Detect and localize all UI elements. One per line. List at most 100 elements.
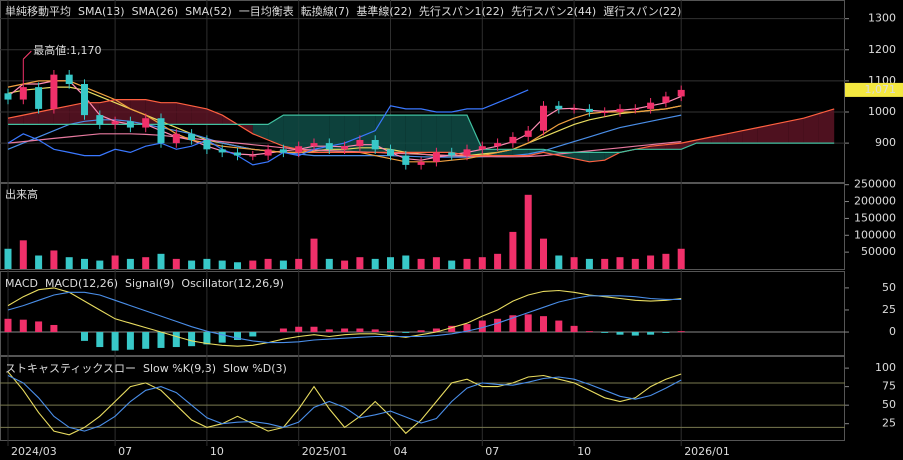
oscillator-bar (325, 329, 333, 333)
legend-entry: 先行スパン2(44) (511, 5, 596, 18)
volume-bar (432, 257, 440, 269)
ichimoku-cloud (252, 124, 269, 140)
ichimoku-cloud (803, 113, 819, 144)
candle-body (631, 108, 639, 110)
oscillator-bar (371, 329, 379, 333)
ichimoku-cloud (727, 130, 743, 144)
price-label-box (845, 82, 903, 97)
legend-entry: 先行スパン1(22) (419, 5, 504, 18)
y-tick-label: 1300 (868, 12, 896, 25)
ichimoku-cloud (283, 115, 299, 150)
candle-body (677, 89, 685, 97)
oscillator-bar (478, 320, 486, 333)
candle-body (81, 84, 88, 116)
oscillator-bar (662, 332, 670, 333)
candle-body (432, 152, 440, 162)
candle-body (50, 74, 58, 109)
legend-entry: SMA(26) (132, 5, 179, 18)
oscillator-bar (218, 332, 226, 343)
y-tick-label: 25 (882, 417, 896, 430)
volume-bar (585, 258, 593, 269)
volume-bar (188, 260, 196, 269)
volume-bar (264, 258, 272, 269)
oscillator-bar (601, 332, 609, 333)
y-tick-label: 900 (875, 136, 896, 149)
volume-bar (157, 253, 165, 269)
volume-bar (647, 255, 655, 269)
volume-bar (142, 257, 150, 269)
annotation-arrow (22, 50, 32, 60)
ichimoku-cloud (314, 115, 330, 153)
oscillator-bar (111, 332, 119, 351)
volume-bar (126, 258, 134, 269)
legend-entry: MACD(12,26) (45, 277, 118, 290)
ichimoku-cloud (497, 149, 513, 156)
volume-bar (249, 260, 257, 269)
candle-body (356, 140, 364, 147)
ichimoku-cloud (742, 127, 758, 144)
y-tick-label: 50 (882, 398, 896, 411)
oscillator-bar (555, 320, 563, 333)
candle-body (371, 140, 379, 150)
oscillator-bar (295, 326, 303, 333)
volume-bar (387, 257, 394, 269)
volume-bar (295, 258, 303, 269)
oscillator-bar (172, 332, 180, 348)
ichimoku-cloud (38, 108, 54, 125)
y-tick-label: 50000 (861, 245, 896, 258)
candle-body (647, 102, 655, 109)
ichimoku-cloud (467, 115, 483, 156)
candle-body (478, 146, 486, 150)
candle-body (203, 140, 211, 150)
macd-frame (0, 271, 845, 356)
oscillator-bar (50, 324, 58, 333)
candle-body (35, 87, 43, 109)
candle-body (540, 105, 547, 131)
volume-bar (509, 231, 517, 269)
ichimoku-cloud (390, 115, 406, 153)
legend-entry: 単純移動平均 (5, 4, 71, 18)
candle-body (65, 74, 73, 84)
volume-bar (341, 260, 349, 269)
volume-bar (218, 260, 226, 269)
volume-bar (662, 253, 670, 269)
oscillator-bar (616, 332, 624, 335)
ichimoku-cloud (99, 99, 116, 125)
ichimoku-cloud (84, 102, 100, 125)
volume-bar (448, 260, 456, 269)
candle-body (218, 149, 226, 153)
oscillator-bar (126, 332, 134, 350)
legend-entry: Oscillator(12,26,9) (181, 277, 283, 290)
oscillator-bar (35, 321, 43, 333)
oscillator-bar (234, 332, 241, 340)
x-tick-label: 10 (577, 445, 591, 458)
volume-bar (371, 258, 379, 269)
volume-bar (478, 257, 486, 269)
volume-bar (570, 257, 578, 269)
y-tick-label: 25 (882, 303, 896, 316)
x-tick-label: 2026/01 (684, 445, 730, 458)
candle-body (555, 105, 563, 109)
oscillator-bar (509, 315, 517, 333)
ichimoku-cloud (298, 115, 314, 153)
y-tick-label: 200000 (854, 195, 896, 208)
candle-body (249, 155, 257, 157)
oscillator-bar (96, 332, 104, 348)
legend-entry: 一目均衡表 (239, 4, 294, 18)
oscillator-bar (19, 319, 27, 333)
ichimoku-cloud (329, 115, 345, 153)
volume-bar (402, 255, 410, 269)
candle-body (96, 115, 104, 125)
ichimoku-cloud (191, 105, 207, 125)
candle-body (570, 108, 578, 110)
series-line (7, 89, 529, 166)
volume-bar (463, 258, 471, 269)
oscillator-bar (249, 332, 257, 337)
series-line (7, 371, 682, 436)
oscillator-bar (677, 331, 685, 333)
ichimoku-cloud (69, 102, 85, 125)
candle-body (111, 121, 119, 125)
volume-bar (81, 258, 88, 269)
x-tick-label: 2025/01 (302, 445, 348, 458)
